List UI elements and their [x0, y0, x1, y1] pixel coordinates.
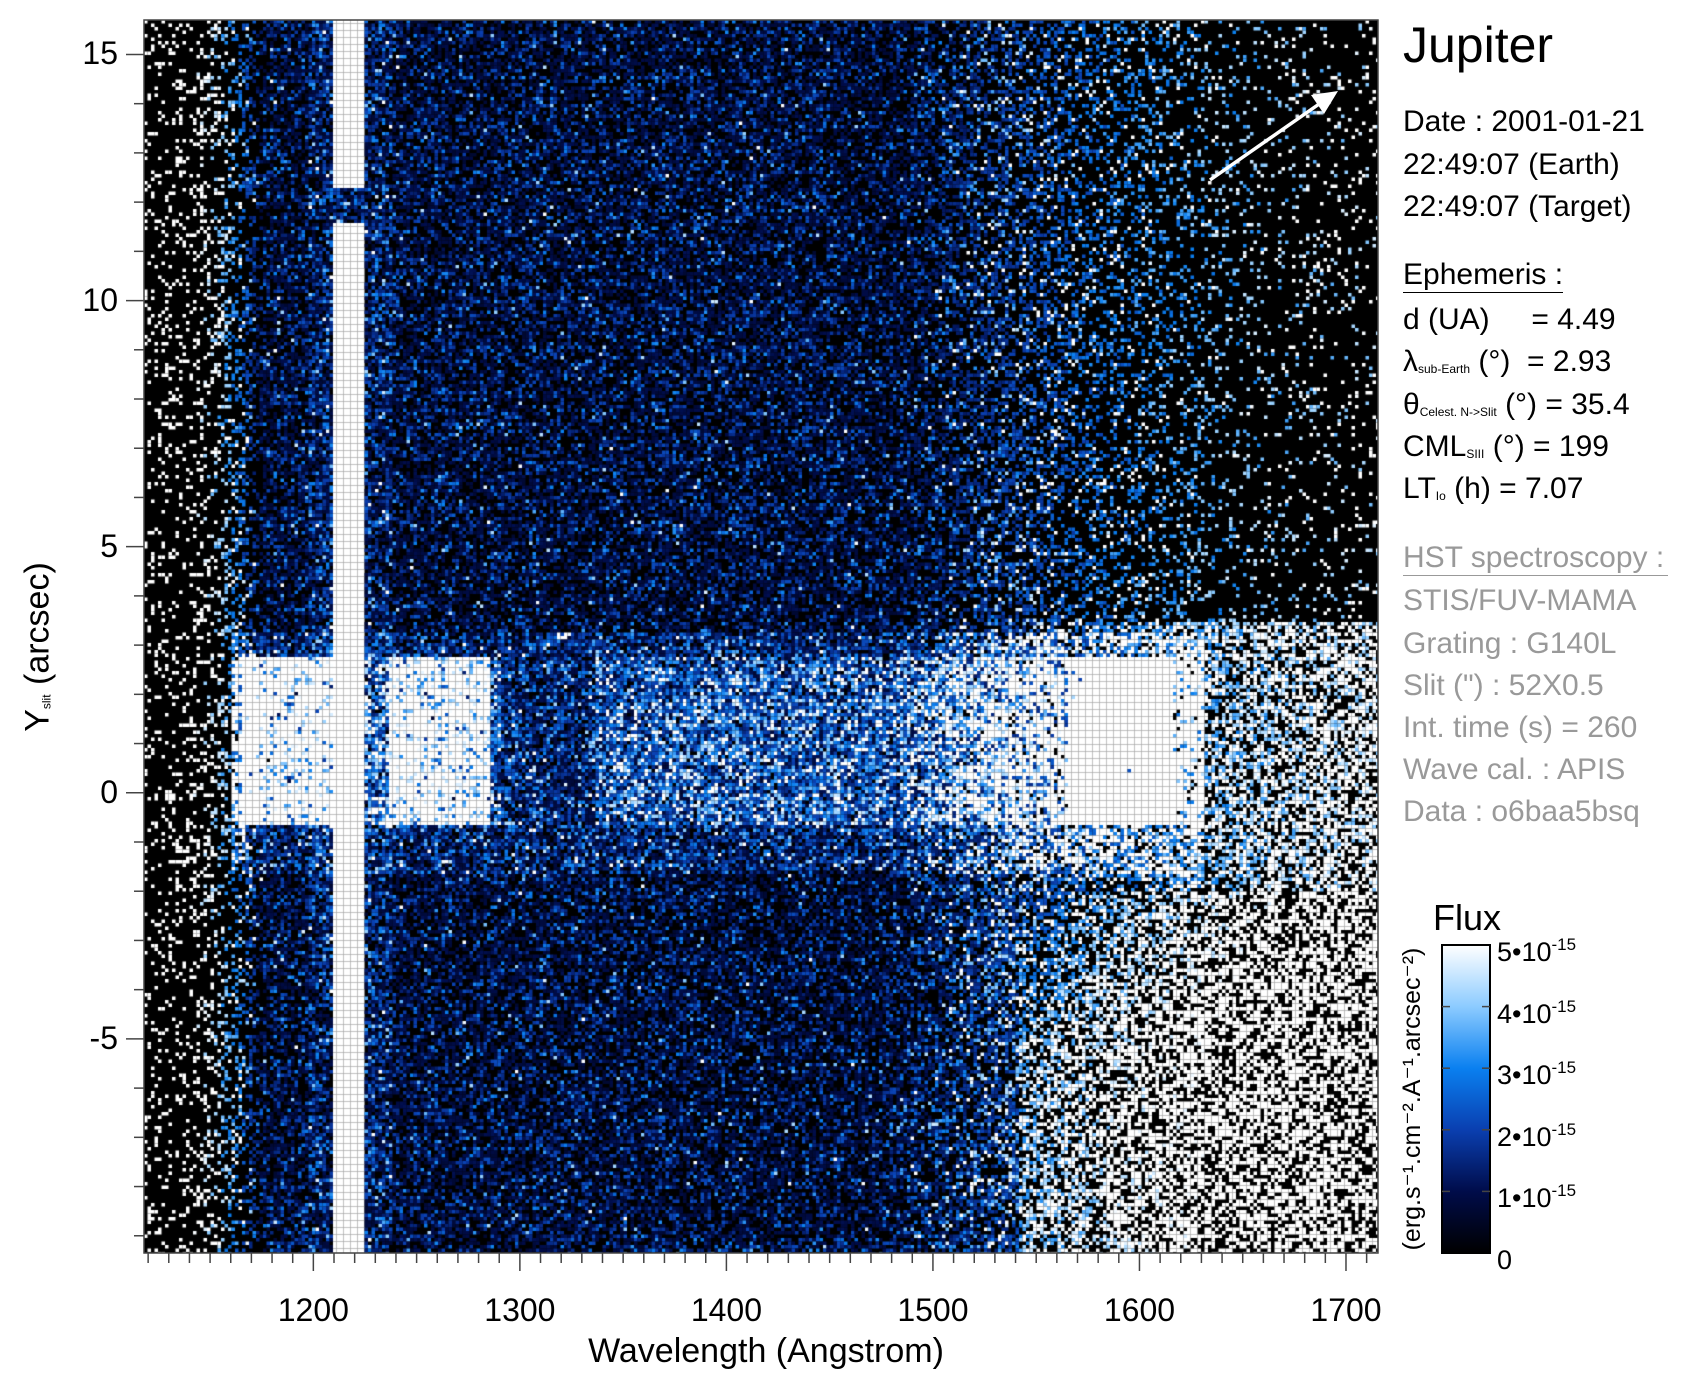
cml-value: = 199 — [1533, 430, 1609, 463]
cml-sub: SIII — [1466, 447, 1485, 461]
hst-data-id: Data : o6baa5bsq — [1403, 795, 1640, 828]
colorbar-tick-mantissa: 1•10 — [1497, 1183, 1552, 1214]
target-title: Jupiter — [1403, 17, 1554, 73]
ephemeris-distance: d (UA) = 4.49 — [1403, 303, 1616, 337]
colorbar-tick-mantissa: 5•10 — [1497, 937, 1552, 967]
colorbar-tick-label: 2•10-15 — [1497, 1115, 1576, 1152]
theta-unit: (°) — [1505, 388, 1538, 421]
lat-sub: sub-Earth — [1418, 362, 1471, 376]
direction-arrow-icon — [1208, 91, 1338, 182]
lt-symbol: LT — [1403, 472, 1436, 505]
colorbar-tick-label: 1•10-15 — [1497, 1176, 1576, 1213]
colorbar-tick-mantissa: 0 — [1497, 1245, 1513, 1275]
y-axis-label-unit: (arcsec) — [18, 562, 57, 685]
hst-slit: Slit (") : 52X0.5 — [1403, 669, 1604, 702]
colorbar-title: Flux — [1433, 897, 1502, 938]
hst-wave-cal: Wave cal. : APIS — [1403, 753, 1626, 786]
earth-time: 22:49:07 (Earth) — [1403, 148, 1620, 181]
y-axis-label: Yslit (arcsec) — [19, 562, 58, 732]
y-axis-label-symbol: Y — [18, 709, 57, 732]
ephemeris-heading: Ephemeris : — [1403, 258, 1564, 293]
lt-unit: (h) — [1454, 472, 1491, 505]
theta-symbol: θ — [1403, 388, 1420, 421]
lat-value: = 2.93 — [1527, 345, 1612, 378]
colorbar-tick-exponent: -15 — [1551, 1119, 1577, 1139]
target-time: 22:49:07 (Target) — [1403, 190, 1632, 223]
y-axis-label-sub: slit — [39, 694, 54, 710]
distance-label: d (UA) — [1403, 303, 1490, 336]
spectral-image-heatmap — [144, 20, 1378, 1253]
colorbar-tick-exponent: -15 — [1551, 996, 1577, 1016]
theta-sub: Celest. N->Slit — [1419, 405, 1497, 419]
x-tick-label: 1400 — [690, 1292, 762, 1328]
colorbar — [1441, 944, 1491, 1254]
date-line: Date : 2001-01-21 — [1403, 105, 1645, 138]
colorbar-tick-label: 4•10-15 — [1497, 992, 1576, 1029]
x-tick-label: 1700 — [1310, 1292, 1382, 1328]
hst-grating: Grating : G140L — [1403, 627, 1617, 660]
y-tick-label: 10 — [82, 281, 118, 318]
x-axis-label: Wavelength (Angstrom) — [588, 1332, 944, 1370]
ephemeris-theta: θCelest. N->Slit (°) = 35.4 — [1403, 388, 1630, 429]
x-tick-label: 1600 — [1103, 1292, 1176, 1328]
distance-value: = 4.49 — [1531, 303, 1616, 336]
ephemeris-cml: CMLSIII (°) = 199 — [1403, 430, 1609, 471]
colorbar-unit-label: (erg.s⁻¹.cm⁻².A⁻¹.arcsec⁻²) — [1398, 947, 1426, 1251]
cml-unit: (°) — [1492, 430, 1525, 463]
lt-sub: Io — [1435, 489, 1446, 503]
lat-unit: (°) — [1478, 345, 1511, 378]
x-tick-label: 1200 — [277, 1292, 349, 1328]
hst-instrument: STIS/FUV-MAMA — [1403, 584, 1637, 617]
hst-heading: HST spectroscopy : — [1403, 541, 1669, 576]
colorbar-tick-exponent: -15 — [1551, 1058, 1577, 1078]
colorbar-tick-mantissa: 3•10 — [1497, 1060, 1552, 1091]
colorbar-tick-label: 3•10-15 — [1497, 1053, 1576, 1090]
cml-symbol: CML — [1403, 430, 1467, 463]
y-tick-label: 5 — [100, 527, 118, 564]
colorbar-tick-mantissa: 4•10 — [1497, 998, 1552, 1029]
ephemeris-latitude: λsub-Earth (°) = 2.93 — [1403, 345, 1611, 386]
lat-symbol: λ — [1403, 345, 1418, 378]
theta-value: = 35.4 — [1545, 388, 1630, 421]
axis-ticks — [126, 53, 1368, 1271]
y-tick-label: 0 — [100, 773, 118, 810]
colorbar-tick-exponent: -15 — [1551, 935, 1577, 954]
hst-int-time: Int. time (s) = 260 — [1403, 711, 1638, 744]
plot-frame — [143, 19, 1379, 1254]
y-tick-label: 15 — [82, 35, 118, 72]
x-tick-label: 1300 — [484, 1292, 556, 1328]
colorbar-tick-mantissa: 2•10 — [1497, 1121, 1552, 1152]
ephemeris-lt: LTIo (h) = 7.07 — [1403, 472, 1583, 513]
colorbar-ticks — [1442, 1005, 1490, 1193]
colorbar-tick-label: 5•10-15 — [1497, 930, 1576, 967]
lt-value: = 7.07 — [1499, 472, 1584, 505]
y-tick-label: -5 — [89, 1019, 118, 1056]
colorbar-tick-label: 0 — [1497, 1238, 1512, 1275]
x-tick-label: 1500 — [897, 1292, 969, 1328]
colorbar-tick-exponent: -15 — [1551, 1181, 1577, 1201]
